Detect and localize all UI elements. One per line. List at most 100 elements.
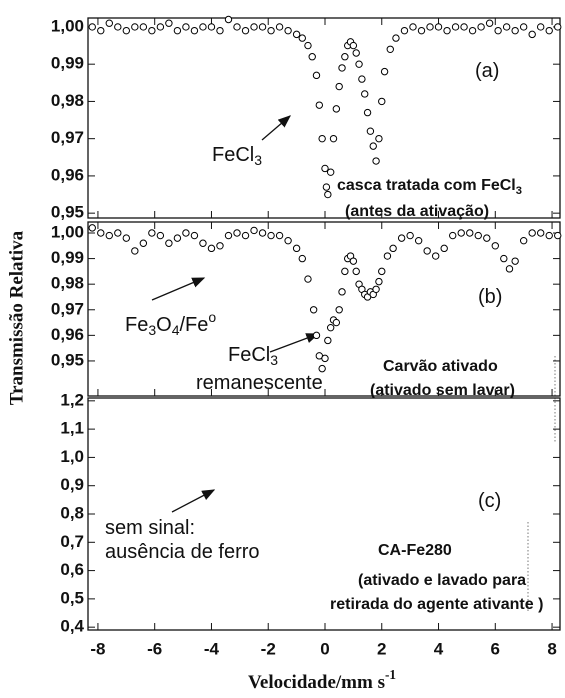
data-point (233, 229, 241, 237)
annotation: Fe3O4/Feo (125, 309, 216, 338)
annotation: (ativado e lavado para (358, 572, 526, 589)
data-point (216, 26, 224, 35)
y-tick-label: 0,98 (51, 274, 84, 293)
plot-frame (87, 17, 561, 219)
data-point (366, 127, 375, 135)
text-run: ausência de ferro (105, 541, 260, 563)
text-run: /Fe (180, 314, 209, 336)
data-point (250, 23, 258, 31)
text-run: sem sinal: (105, 517, 195, 539)
x-tick-label: 4 (434, 639, 444, 658)
data-point (378, 97, 386, 106)
data-point (148, 26, 156, 35)
data-point (372, 285, 380, 293)
data-point (505, 265, 514, 273)
data-point (443, 26, 451, 35)
data-point (233, 23, 241, 31)
y-tick-label: 1,1 (60, 419, 84, 438)
text-run: FeCl (228, 344, 270, 366)
text-run: Velocidade/mm s (248, 672, 385, 693)
x-tick-label: -4 (204, 639, 220, 658)
data-point (298, 34, 306, 42)
annotation: (a) (475, 60, 499, 82)
data-point (511, 26, 519, 35)
data-point (267, 26, 275, 35)
data-point (406, 231, 414, 240)
data-point (321, 354, 329, 363)
data-point (284, 236, 292, 245)
data-point (502, 23, 511, 31)
y-tick-label: 0,8 (60, 503, 84, 522)
dotted-lines (527, 356, 556, 612)
data-point (97, 229, 105, 237)
data-point (156, 231, 165, 240)
text-run: -1 (385, 667, 396, 682)
data-point (426, 23, 434, 31)
data-point (460, 23, 468, 31)
data-point (449, 231, 457, 240)
text-run: (b) (478, 286, 502, 308)
annotation: (ativado sem lavar) (370, 382, 515, 399)
data-point (423, 247, 431, 255)
y-tick-label: 0,7 (60, 532, 84, 551)
data-point (139, 239, 148, 247)
data-point (324, 336, 332, 345)
data-point (190, 26, 199, 35)
data-point (397, 234, 406, 242)
data-point (258, 229, 267, 237)
data-point (292, 30, 301, 39)
data-point (389, 244, 397, 253)
arrow (171, 489, 216, 513)
y-tick-label: 0,98 (51, 91, 84, 110)
data-point (511, 257, 519, 265)
text-run: (ativado sem lavar) (370, 382, 515, 399)
text-run: remanescente (196, 372, 323, 394)
data-point (545, 26, 553, 35)
y-tick-label: 0,9 (60, 475, 84, 494)
data-point (182, 23, 190, 31)
annotation: CA-Fe280 (378, 542, 452, 559)
data-point (375, 134, 383, 143)
data-point (536, 23, 545, 31)
annotation: sem sinal: (105, 517, 195, 539)
data-point (431, 252, 440, 260)
data-point (308, 53, 316, 61)
text-run: FeCl (212, 144, 254, 166)
data-point (378, 267, 386, 276)
annotation: (antes da ativação) (345, 203, 489, 220)
data-point (304, 275, 312, 283)
data-point (324, 190, 332, 199)
data-point (241, 26, 250, 35)
data-point (335, 306, 343, 314)
data-point (519, 23, 528, 31)
arrow (269, 333, 320, 353)
text-run: 3 (270, 352, 278, 368)
data-point (326, 323, 335, 332)
y-tick-label: 0,99 (51, 248, 84, 267)
data-point (409, 23, 417, 31)
data-point (88, 23, 96, 31)
annotation: (b) (478, 286, 502, 308)
data-point (528, 30, 536, 39)
arrow (261, 115, 291, 141)
data-point (275, 231, 284, 240)
text-run: (a) (475, 60, 499, 82)
text-run: CA-Fe280 (378, 542, 452, 559)
x-tick-label: 2 (377, 639, 386, 658)
data-point (312, 331, 321, 340)
data-point (369, 142, 377, 150)
data-point (483, 234, 491, 242)
y-tick-label: 0,96 (51, 165, 84, 184)
text-run: 4 (172, 322, 180, 338)
data-point (199, 239, 207, 247)
data-point (131, 23, 139, 31)
data-point (190, 231, 199, 240)
data-point (392, 34, 400, 42)
data-point (207, 244, 216, 253)
x-tick-label: -8 (90, 639, 105, 658)
data-point (440, 244, 448, 253)
data-point (88, 224, 96, 232)
data-point (298, 254, 306, 263)
data-point (329, 134, 338, 143)
data-point (536, 229, 545, 237)
